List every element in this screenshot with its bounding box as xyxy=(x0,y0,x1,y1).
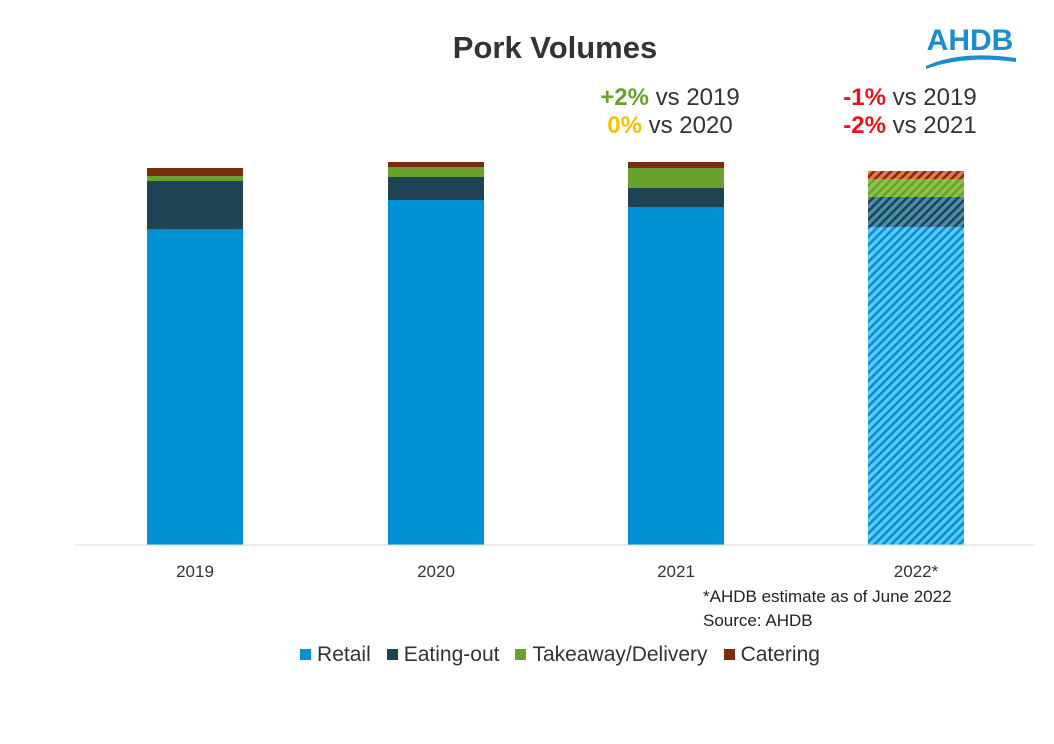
annotation-2021: +2% vs 2019 0% vs 2020 xyxy=(585,84,755,140)
bar-takeaway-delivery-2019 xyxy=(147,176,243,181)
x-tick-label: 2020 xyxy=(417,562,455,581)
legend-swatch xyxy=(300,649,312,660)
footnote: *AHDB estimate as of June 2022 Source: A… xyxy=(703,585,952,633)
bar-catering-2021 xyxy=(628,162,724,168)
legend: Retail Eating-out Takeaway/Delivery Caterin… xyxy=(0,643,1054,667)
x-tick-label: 2019 xyxy=(176,562,214,581)
legend-swatch xyxy=(386,649,398,660)
svg-text:AHDB: AHDB xyxy=(927,24,1014,57)
legend-item: Catering xyxy=(723,643,820,667)
bar-eating-out-2019 xyxy=(147,181,243,229)
x-tick-label: 2022* xyxy=(894,562,939,581)
annotation-text: vs 2021 xyxy=(885,112,977,139)
annotation-pct: -2% xyxy=(843,112,886,139)
annotation-2022: -1% vs 2019 -2% vs 2021 xyxy=(825,84,995,140)
bar-retail-2022 xyxy=(868,227,964,545)
bar-eating-out-2021 xyxy=(628,188,724,207)
ahdb-logo: AHDB xyxy=(926,24,1016,69)
bar-catering-2019 xyxy=(147,168,243,176)
annotation-pct: -1% xyxy=(843,84,886,111)
bar-eating-out-2020 xyxy=(388,177,484,200)
bar-retail-2020 xyxy=(388,200,484,545)
legend-item: Retail xyxy=(300,643,371,667)
annotation-text: vs 2019 xyxy=(885,84,977,111)
bar-takeaway-delivery-2021 xyxy=(628,168,724,188)
bar-takeaway-delivery-2020 xyxy=(388,167,484,177)
annotation-pct: 0% xyxy=(607,112,642,139)
chart-title: Pork Volumes xyxy=(452,30,658,65)
legend-item: Eating-out xyxy=(386,643,500,667)
legend-label: Catering xyxy=(740,643,820,666)
footnote-source: Source: AHDB xyxy=(703,611,813,630)
bar-catering-2022 xyxy=(868,171,964,179)
bar-retail-2021 xyxy=(628,207,724,545)
legend-label: Takeaway/Delivery xyxy=(532,643,708,666)
annotation-pct: +2% xyxy=(600,84,649,111)
x-tick-label: 2021 xyxy=(657,562,695,581)
bar-retail-2019 xyxy=(147,229,243,545)
legend-label: Retail xyxy=(317,643,371,666)
annotation-text: vs 2019 xyxy=(648,84,740,111)
legend-swatch xyxy=(723,649,735,660)
legend-swatch xyxy=(515,649,527,660)
annotation-text: vs 2020 xyxy=(641,112,733,139)
legend-label: Eating-out xyxy=(403,643,500,666)
bar-eating-out-2022 xyxy=(868,197,964,227)
bar-takeaway-delivery-2022 xyxy=(868,179,964,197)
legend-item: Takeaway/Delivery xyxy=(515,643,708,667)
bar-catering-2020 xyxy=(388,162,484,167)
footnote-estimate: *AHDB estimate as of June 2022 xyxy=(703,587,952,606)
